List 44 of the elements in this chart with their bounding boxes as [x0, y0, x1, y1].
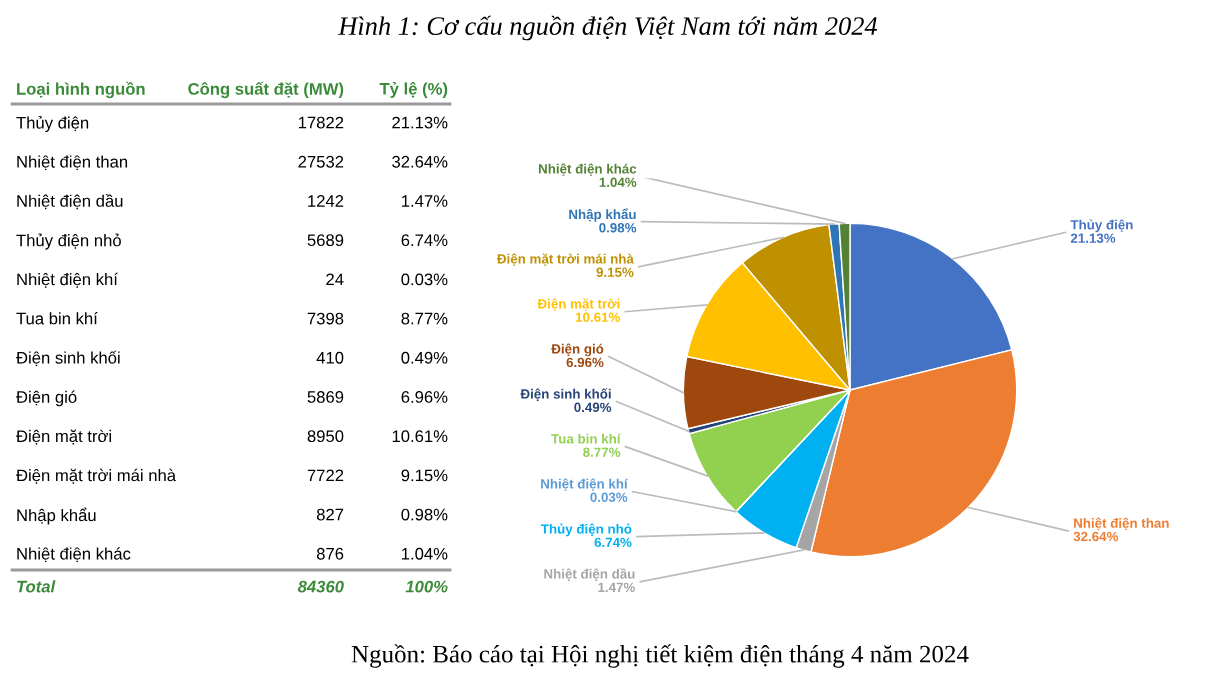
- text: 21.13%: [392, 116, 448, 129]
- text: 27532: [298, 155, 344, 168]
- text: 827: [316, 508, 344, 521]
- text: 84360: [297, 580, 344, 593]
- text: 9.15%: [401, 469, 448, 482]
- text: 410: [316, 351, 344, 364]
- text: 8.77%: [401, 312, 448, 325]
- text: 6.74%: [401, 234, 448, 247]
- text: 6.96%: [401, 391, 448, 403]
- text: 1242: [308, 195, 344, 207]
- text: Thủy điện: [16, 115, 89, 133]
- text: Điện mặt trời: [16, 429, 112, 445]
- text: 0.49%: [401, 351, 448, 364]
- text: 5689: [307, 234, 344, 247]
- text: 100%: [405, 580, 448, 593]
- text: Nhiệt điện than: [17, 155, 128, 171]
- text: Thủy điện nhỏ: [16, 233, 121, 250]
- text: 0.98%: [401, 508, 448, 521]
- text: 0.03%: [401, 273, 448, 286]
- text: 876: [316, 547, 344, 560]
- text: 8950: [307, 430, 344, 443]
- text: Điện mặt trời mái nhà: [16, 468, 177, 484]
- text: Nhiệt điện khí: [17, 272, 118, 288]
- text: 17822: [298, 116, 344, 129]
- text: 5869: [307, 391, 344, 403]
- text: 7722: [307, 469, 344, 482]
- text: 1.47%: [402, 195, 448, 207]
- text: Nhập khẩu: [17, 507, 96, 525]
- text: Tua bin khí: [16, 312, 98, 325]
- text: Điện sinh khối: [16, 350, 120, 367]
- text: Tỷ lệ (%): [379, 82, 448, 98]
- text: 10.61%: [392, 430, 448, 443]
- text: 1.04%: [402, 547, 448, 560]
- text: Hình 1: Cơ cấu nguồn điện Việt Nam tới năm 2024: [338, 15, 878, 41]
- text: Nhiệt điện khác: [17, 547, 131, 563]
- text: Điện gió: [16, 390, 77, 407]
- text: Total: [17, 580, 56, 593]
- text: 32.64%: [392, 155, 448, 168]
- text: 24: [326, 273, 344, 286]
- text: Nhiệt điện dầu: [17, 193, 123, 210]
- text: Công suất đặt (MW): [188, 81, 344, 99]
- text: Loại hình nguồn: [17, 81, 145, 99]
- text: Nguồn: Báo cáo tại Hội nghị tiết kiệm điện tháng 4 năm 2024: [351, 644, 969, 668]
- text: 7398: [307, 312, 344, 325]
